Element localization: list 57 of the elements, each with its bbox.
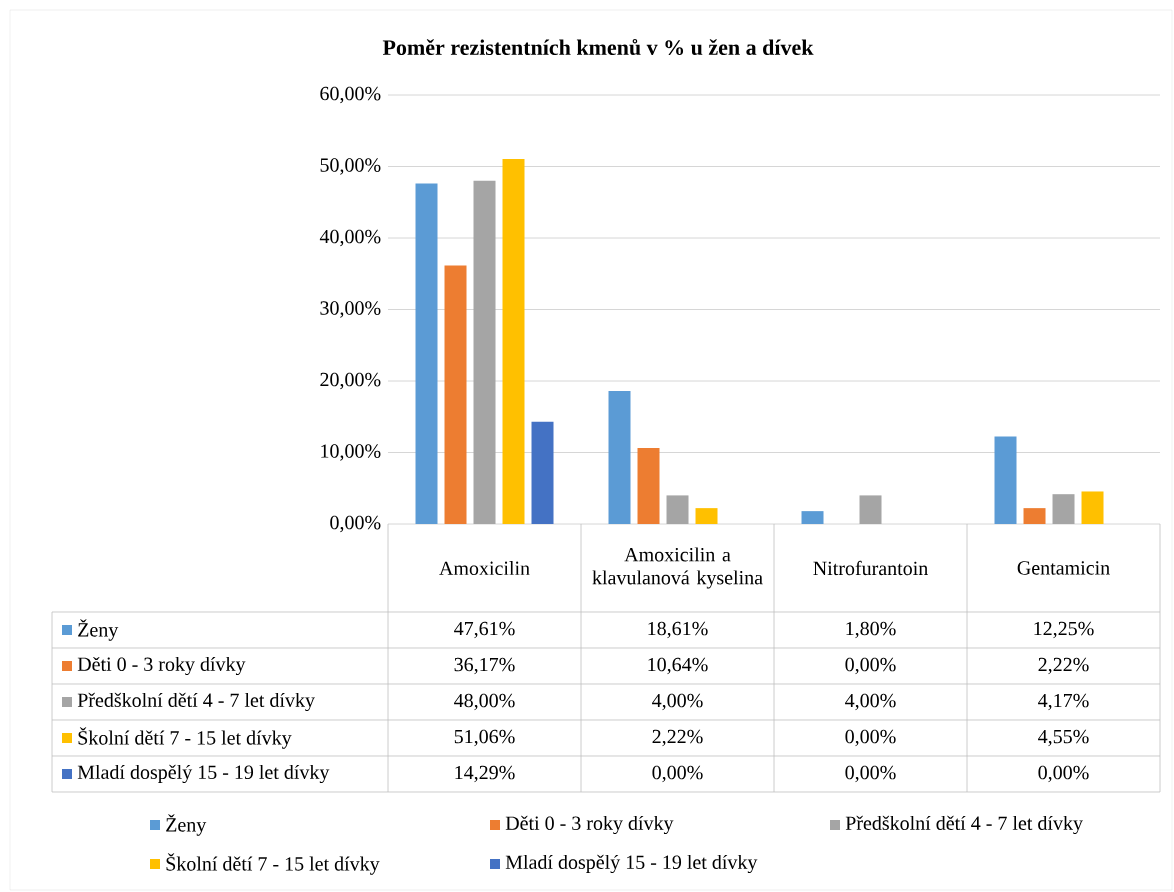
data-label: 51,06%	[454, 729, 515, 747]
data-label: 10,64%	[648, 657, 708, 675]
bar	[608, 390, 631, 524]
data-label: 47,61%	[454, 621, 515, 639]
data-label: 4,55%	[1038, 729, 1089, 747]
bar	[695, 508, 718, 524]
y-tick-label: 30,00%	[320, 301, 381, 318]
bar	[473, 180, 496, 524]
data-label: 0,00%	[845, 765, 896, 783]
legend-label: Školní dětí 7 - 15 let dívky	[78, 727, 292, 749]
data-label: 18,61%	[648, 621, 708, 639]
data-label: 0,00%	[845, 729, 896, 747]
y-tick-label: 10,00%	[321, 444, 381, 461]
data-label: 0,00%	[652, 765, 703, 783]
bar	[1023, 508, 1046, 524]
data-label: 1,80%	[846, 621, 896, 639]
text: Školní dětí 7 - 15 let dívky	[166, 853, 380, 875]
y-tick-label: 50,00%	[320, 158, 381, 175]
data-label: 4,00%	[652, 693, 703, 711]
data-label: 0,00%	[845, 657, 896, 675]
text: Mladí dospělý 15 - 19 let dívky	[505, 854, 758, 874]
legend-label: Mladí dospělý 15 - 19 let dívky	[77, 764, 330, 784]
chart-title: Poměr rezistentních kmenů v % u žen a dívek	[382, 38, 814, 56]
data-label: 4,00%	[845, 693, 896, 711]
data-label: 2,22%	[652, 729, 703, 747]
bar	[859, 495, 882, 524]
data-label: 14,29%	[455, 765, 515, 783]
bar	[531, 421, 554, 524]
data-label: 0,00%	[1038, 765, 1089, 783]
text: Ženy	[166, 814, 207, 836]
data-label: 12,25%	[1034, 621, 1094, 639]
bar	[666, 495, 689, 524]
y-tick-label: 60,00%	[320, 86, 381, 104]
bar	[415, 183, 438, 524]
y-tick-label: 20,00%	[320, 372, 381, 390]
data-label: 36,17%	[454, 657, 515, 675]
y-tick-label: 0,00%	[330, 515, 381, 533]
data-label: 2,22%	[1038, 657, 1089, 675]
data-label: 48,00%	[454, 693, 515, 711]
bar	[1081, 491, 1104, 524]
data-label: 4,17%	[1038, 693, 1089, 711]
x-tick-label: Gentamicin	[1017, 561, 1110, 575]
bar	[637, 447, 660, 524]
bar	[801, 511, 824, 524]
bar	[502, 158, 525, 524]
text: Děti 0 - 3 roky dívky	[505, 815, 674, 835]
x-tick-label: Amoxicilin	[439, 560, 530, 576]
legend-label: Ženy	[78, 619, 119, 641]
y-tick-label: 40,00%	[319, 229, 381, 247]
bar	[444, 265, 467, 524]
legend-label: Předškolní dětí 4 - 7 let dívky	[77, 692, 315, 712]
text: Předškolní dětí 4 - 7 let dívky	[845, 815, 1083, 835]
x-tick-label: Nitrofurantoin	[813, 560, 928, 576]
bar	[994, 436, 1017, 524]
bar	[1052, 494, 1075, 524]
x-tick-label: Amoxicilin a klavulanová kyselina	[592, 547, 763, 589]
legend-label: Děti 0 - 3 roky dívky	[77, 656, 246, 676]
